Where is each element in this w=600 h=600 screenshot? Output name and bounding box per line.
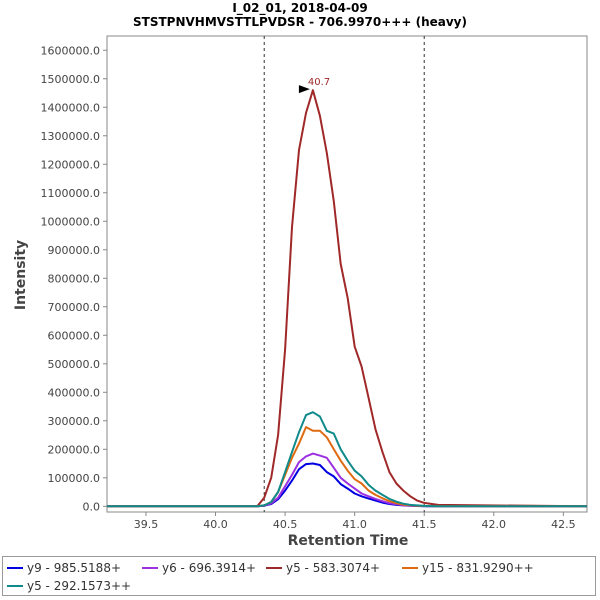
legend-item: y5 - 583.3074+ [266, 559, 380, 577]
y-tick-label: 1000000.0 [41, 215, 101, 228]
peak-annotation: 40.7 [298, 77, 330, 94]
legend-swatch [7, 567, 23, 569]
axes: 0.0 100000.0 200000.0 300000.0 400000.0 50000… [41, 44, 576, 531]
legend-item: y6 - 696.3914+ [142, 559, 256, 577]
y-tick-label: 0.0 [83, 500, 101, 513]
y-tick-label: 1200000.0 [41, 158, 101, 171]
legend-swatch [142, 567, 158, 569]
legend-item: y5 - 292.1573++ [7, 577, 131, 595]
chart-title: I_02_01, 2018-04-09 [232, 1, 367, 16]
x-tick-label: 39.5 [134, 518, 159, 531]
x-tick-label: 41.5 [412, 518, 437, 531]
x-tick-label: 42.5 [551, 518, 576, 531]
y-tick-label: 1300000.0 [41, 130, 101, 143]
legend-label: y15 - 831.9290++ [422, 561, 534, 575]
y-tick-label: 1400000.0 [41, 101, 101, 114]
legend-swatch [266, 567, 282, 569]
legend-swatch [402, 567, 418, 569]
peak-marker-icon [298, 85, 310, 94]
x-tick-label: 40.5 [273, 518, 298, 531]
x-tick-label: 40.0 [203, 518, 228, 531]
x-tick-label: 42.0 [482, 518, 507, 531]
y-axis-label: Intensity [13, 240, 29, 310]
y-tick-label: 300000.0 [48, 415, 101, 428]
series-line [107, 411, 587, 508]
peak-label: 40.7 [308, 77, 330, 88]
y-tick-label: 200000.0 [48, 443, 101, 456]
chart-subtitle: STSTPNVHMVSTTLPVDSR - 706.9970+++ (heavy… [133, 15, 467, 29]
y-tick-label: 400000.0 [48, 386, 101, 399]
y-tick-label: 700000.0 [48, 301, 101, 314]
x-axis-label: Retention Time [288, 533, 409, 549]
legend-label: y9 - 985.5188+ [27, 561, 122, 575]
legend-label: y6 - 696.3914+ [162, 561, 257, 575]
series-lines [107, 89, 588, 508]
y-tick-label: 1100000.0 [41, 187, 101, 200]
y-tick-label: 800000.0 [48, 272, 101, 285]
legend: y9 - 985.5188+ y6 - 696.3914+ y5 - 583.307… [2, 556, 596, 596]
y-tick-label: 500000.0 [48, 358, 101, 371]
legend-item: y15 - 831.9290++ [402, 559, 534, 577]
legend-label: y5 - 583.3074+ [286, 561, 381, 575]
x-tick-label: 41.0 [342, 518, 367, 531]
plot-area [106, 35, 588, 513]
legend-item: y9 - 985.5188+ [7, 559, 121, 577]
y-tick-label: 100000.0 [48, 472, 101, 485]
legend-label: y5 - 292.1573++ [27, 579, 132, 593]
y-tick-label: 600000.0 [48, 329, 101, 342]
y-tick-label: 900000.0 [48, 244, 101, 257]
series-line [107, 89, 588, 508]
y-tick-label: 1600000.0 [41, 44, 101, 57]
integration-boundaries [263, 36, 425, 512]
legend-swatch [7, 585, 23, 587]
y-tick-label: 1500000.0 [41, 73, 101, 86]
